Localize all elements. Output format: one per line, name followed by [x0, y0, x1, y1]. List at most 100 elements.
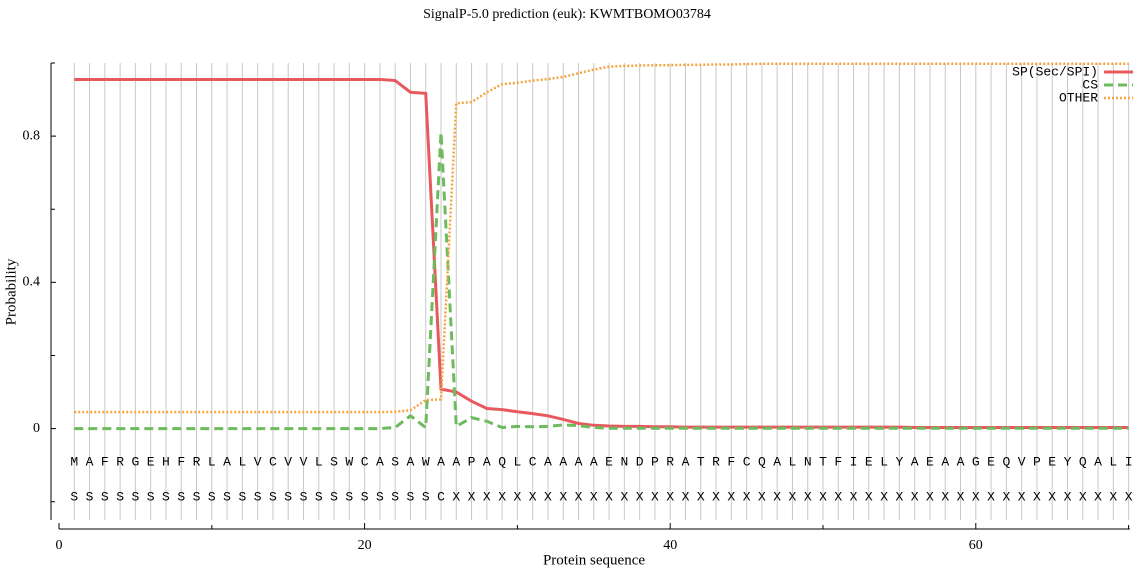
residue: A: [957, 454, 965, 469]
residue: M: [70, 454, 78, 469]
series-line: [74, 132, 1129, 431]
residue-label: X: [452, 489, 460, 504]
residue: A: [682, 454, 690, 469]
residue-label: X: [1002, 489, 1010, 504]
residue-label: X: [620, 489, 628, 504]
residue: A: [483, 454, 491, 469]
residue-label: X: [590, 489, 598, 504]
residue: A: [544, 454, 552, 469]
residue: G: [131, 454, 139, 469]
residue-label: S: [238, 489, 246, 504]
x-tick-label: 0: [56, 538, 63, 553]
residue-label: X: [1079, 489, 1087, 504]
residue: D: [636, 454, 644, 469]
residue-label: X: [1048, 489, 1056, 504]
residue: Q: [1002, 454, 1010, 469]
residue-label: S: [208, 489, 216, 504]
residue-label: X: [666, 489, 674, 504]
residue: V: [284, 454, 292, 469]
residue: L: [880, 454, 888, 469]
residue-label: S: [177, 489, 185, 504]
residue-label: X: [468, 489, 476, 504]
residue: Y: [1064, 454, 1072, 469]
residue-label: X: [834, 489, 842, 504]
residue-label: X: [498, 489, 506, 504]
residue-label: S: [116, 489, 124, 504]
residue: A: [376, 454, 384, 469]
residue: F: [101, 454, 109, 469]
residue-label: X: [483, 489, 491, 504]
residue: V: [300, 454, 308, 469]
residue: L: [208, 454, 216, 469]
x-axis-label: Protein sequence: [543, 552, 645, 568]
residue: A: [1094, 454, 1102, 469]
residue-label: X: [972, 489, 980, 504]
residue: S: [330, 454, 338, 469]
residue: F: [177, 454, 185, 469]
residue: G: [972, 454, 980, 469]
x-tick-label: 20: [358, 538, 372, 553]
residue: A: [437, 454, 445, 469]
residue: L: [1109, 454, 1117, 469]
residue: N: [620, 454, 628, 469]
residue-label: X: [1018, 489, 1026, 504]
residue: R: [666, 454, 674, 469]
residue: R: [193, 454, 201, 469]
residue: R: [116, 454, 124, 469]
residue: A: [575, 454, 583, 469]
residue: F: [834, 454, 842, 469]
residue: W: [345, 454, 353, 469]
residue: I: [1125, 454, 1133, 469]
residue: E: [1048, 454, 1056, 469]
residue-label: X: [773, 489, 781, 504]
chart-title: SignalP-5.0 prediction (euk): KWMTBOMO03…: [423, 7, 711, 22]
residue-label: S: [345, 489, 353, 504]
residue: Q: [498, 454, 506, 469]
residue-label: X: [758, 489, 766, 504]
series-line: [74, 62, 1129, 414]
residue: P: [468, 454, 476, 469]
residue-label: X: [789, 489, 797, 504]
residue-label: S: [70, 489, 78, 504]
residue-label: S: [330, 489, 338, 504]
residue: A: [86, 454, 94, 469]
residue-label: X: [957, 489, 965, 504]
residue-label: S: [101, 489, 109, 504]
residue-label: X: [804, 489, 812, 504]
x-tick-label: 40: [663, 538, 677, 553]
residue-label: S: [193, 489, 201, 504]
residue-label: S: [162, 489, 170, 504]
residue-label: S: [315, 489, 323, 504]
residue: T: [697, 454, 705, 469]
residue-label: X: [850, 489, 858, 504]
residue-label: X: [895, 489, 903, 504]
y-tick-label: 0.8: [23, 128, 41, 143]
residue-label: S: [223, 489, 231, 504]
residue: L: [315, 454, 323, 469]
residue: A: [590, 454, 598, 469]
residue-label: X: [529, 489, 537, 504]
residue: L: [789, 454, 797, 469]
residue-label: S: [147, 489, 155, 504]
residue: C: [743, 454, 751, 469]
residue: R: [712, 454, 720, 469]
residue: S: [391, 454, 399, 469]
residue: I: [850, 454, 858, 469]
residue: T: [819, 454, 827, 469]
residue: A: [911, 454, 919, 469]
legend-label: OTHER: [1059, 90, 1098, 105]
residue: E: [865, 454, 873, 469]
y-tick-label: 0.4: [23, 275, 41, 290]
residue-label: S: [407, 489, 415, 504]
residue: Y: [895, 454, 903, 469]
residue: L: [513, 454, 521, 469]
residue: P: [1033, 454, 1041, 469]
residue-label: S: [300, 489, 308, 504]
residue: N: [804, 454, 812, 469]
residue: C: [269, 454, 277, 469]
residue-label: X: [682, 489, 690, 504]
residue: C: [529, 454, 537, 469]
residue-label: X: [941, 489, 949, 504]
residue: A: [559, 454, 567, 469]
residue-label: X: [651, 489, 659, 504]
